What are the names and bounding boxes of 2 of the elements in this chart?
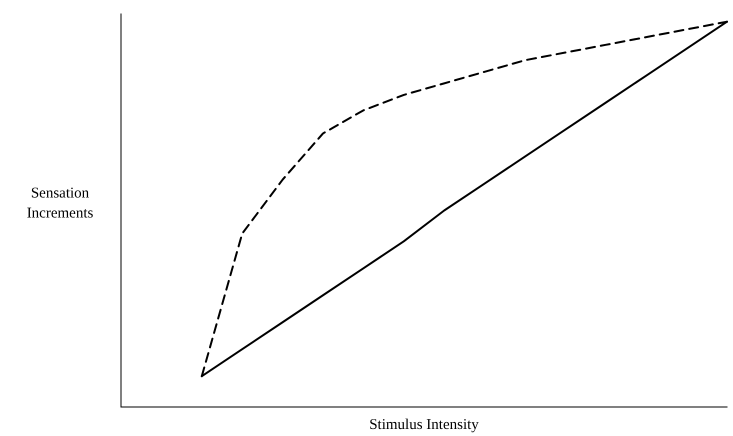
x-axis-title: Stimulus Intensity [369,416,480,433]
y-axis-title: Sensation Increments [26,185,94,222]
